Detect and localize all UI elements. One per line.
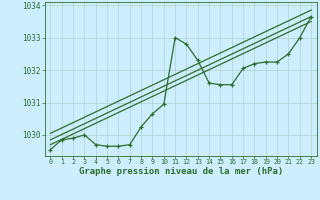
- X-axis label: Graphe pression niveau de la mer (hPa): Graphe pression niveau de la mer (hPa): [79, 167, 283, 176]
